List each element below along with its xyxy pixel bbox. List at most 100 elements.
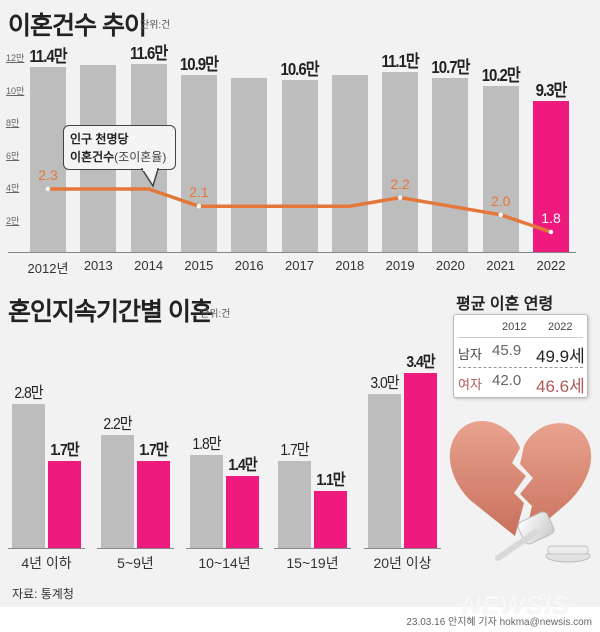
credit-line: 23.03.16 안지혜 기자 hokma@newsis.com <box>406 617 592 628</box>
group-label: 5~9년 <box>117 555 154 571</box>
bar-value-label: 10.7만 <box>431 58 470 78</box>
avg-age-title: 평균 이혼 연령 <box>456 296 554 313</box>
bar-2015 <box>180 74 217 252</box>
male-2012: 45.9 <box>492 342 522 359</box>
bar-2021 <box>482 86 519 252</box>
bar-value-2022: 1.7만 <box>50 439 79 458</box>
bar-2012-3 <box>278 460 311 548</box>
x-axis-label: 2014 <box>134 258 164 273</box>
newsis-watermark: NEWSIS <box>462 590 571 620</box>
bar-2022-1 <box>137 460 170 548</box>
avg-age-row-divider <box>458 367 583 368</box>
bar-value-2012: 2.8만 <box>14 382 43 402</box>
rate-value-label: 1.8 <box>541 210 561 226</box>
callout-bold: 이혼건수 <box>70 150 115 164</box>
male-2022: 49.9세 <box>536 347 585 366</box>
group-label: 20년 이상 <box>373 555 432 571</box>
female-2022: 46.6세 <box>536 377 585 396</box>
x-axis-label: 2021 <box>486 258 516 273</box>
x-axis-label: 2013 <box>83 258 113 273</box>
rate-line <box>45 186 554 235</box>
broken-heart-icon <box>449 420 592 540</box>
x-axis-label: 2018 <box>335 258 365 273</box>
x-axis-label: 2019 <box>385 258 415 273</box>
bar-value-label: 11.1만 <box>381 51 420 72</box>
rate-value-label: 2.3 <box>38 167 58 183</box>
data-source: 자료: 통계청 <box>12 587 74 601</box>
y-tick-label: 2만 <box>6 215 20 226</box>
bar-2022-3 <box>314 491 347 548</box>
group-label: 10~14년 <box>198 555 251 571</box>
infographic-panel: 이혼건수 추이 단위:건 12만 10만 8만 6만 4만 2만 11.4만 11.6만 10… <box>0 0 600 607</box>
bottom-chart-unit: 단위:건 <box>200 309 231 320</box>
x-axis-label: 2015 <box>184 258 214 273</box>
bar-value-label: 10.6만 <box>280 59 320 80</box>
rate-point <box>397 195 403 200</box>
x-axis-label: 2017 <box>285 258 314 273</box>
top-chart-title: 이혼건수 추이 <box>8 12 147 40</box>
bar-2022-0 <box>48 460 81 548</box>
bar-2016 <box>231 78 268 252</box>
bar-value-2022: 1.1만 <box>316 470 345 489</box>
bar-value-2012: 1.8만 <box>192 434 221 453</box>
avg-age-col-2022: 2022 <box>548 321 573 333</box>
rate-point <box>45 186 51 192</box>
group-baseline <box>274 548 351 549</box>
bar-value-2022: 3.4만 <box>406 351 435 371</box>
rate-value-label: 2.2 <box>390 175 410 192</box>
rate-point <box>498 212 503 217</box>
x-axis-label: 2020 <box>435 258 465 273</box>
bar-2012-2 <box>190 455 223 548</box>
group-label: 15~19년 <box>286 555 339 571</box>
group-label: 4년 이하 <box>21 555 72 571</box>
rate-point <box>548 229 554 235</box>
top-x-axis <box>8 252 576 253</box>
gavel-icon <box>495 511 591 563</box>
avg-age-col-2012: 2012 <box>502 321 527 333</box>
bar-value-2012: 3.0만 <box>370 372 399 391</box>
rate-point <box>196 204 202 209</box>
group-baseline <box>364 548 441 549</box>
y-tick-label: 6만 <box>6 150 20 161</box>
bar-2012-1 <box>101 434 134 548</box>
y-tick-label: 8만 <box>6 118 20 128</box>
male-label: 남자 <box>458 347 482 362</box>
top-chart-unit: 단위:건 <box>140 20 171 31</box>
rate-value-label: 2.1 <box>189 184 209 201</box>
bar-value-label: 10.2만 <box>481 66 521 86</box>
bar-value-label: 11.4만 <box>29 46 67 67</box>
bar-2012-4 <box>368 393 401 548</box>
y-tick-label: 10만 <box>6 85 25 96</box>
bar-2022-2 <box>226 476 259 548</box>
group-baseline <box>8 548 85 549</box>
bar-2022-4 <box>404 373 437 548</box>
callout-line1: 인구 천명당 <box>70 132 129 146</box>
callout-sub: (조이혼율) <box>114 150 167 164</box>
bar-2019 <box>382 71 419 252</box>
bar-value-2022: 1.7만 <box>139 439 168 458</box>
female-label: 여자 <box>458 377 482 392</box>
y-tick-label: 4만 <box>6 183 20 193</box>
bar-value-label: 11.6만 <box>130 43 168 63</box>
avg-age-header-divider <box>458 337 583 338</box>
callout-pointer <box>140 168 160 188</box>
rate-callout: 인구 천명당 이혼건수(조이혼율) <box>63 125 176 170</box>
bar-value-label: 9.3만 <box>535 80 568 101</box>
bar-2012 <box>30 66 66 252</box>
x-axis-label: 2012년 <box>27 261 69 276</box>
bar-value-2012: 2.2만 <box>103 413 132 433</box>
bar-value-label: 10.9만 <box>179 54 219 75</box>
rate-value-label: 2.0 <box>490 192 511 209</box>
x-axis-label: 2022 <box>536 258 566 273</box>
bar-2018 <box>331 74 368 252</box>
group-baseline <box>97 548 174 549</box>
bar-2020 <box>432 78 469 252</box>
female-2012: 42.0 <box>492 372 522 389</box>
y-tick-label: 12만 <box>6 53 25 63</box>
broken-heart-gavel-illustration <box>449 420 592 563</box>
bar-value-2022: 1.4만 <box>228 454 257 474</box>
group-baseline <box>186 548 263 549</box>
bottom-chart-title: 혼인지속기간별 이혼 <box>8 298 213 326</box>
bar-value-2012: 1.7만 <box>280 439 309 458</box>
avg-age-table: 2012 2022 남자 45.9 49.9세 여자 42.0 46.6세 <box>453 314 588 398</box>
